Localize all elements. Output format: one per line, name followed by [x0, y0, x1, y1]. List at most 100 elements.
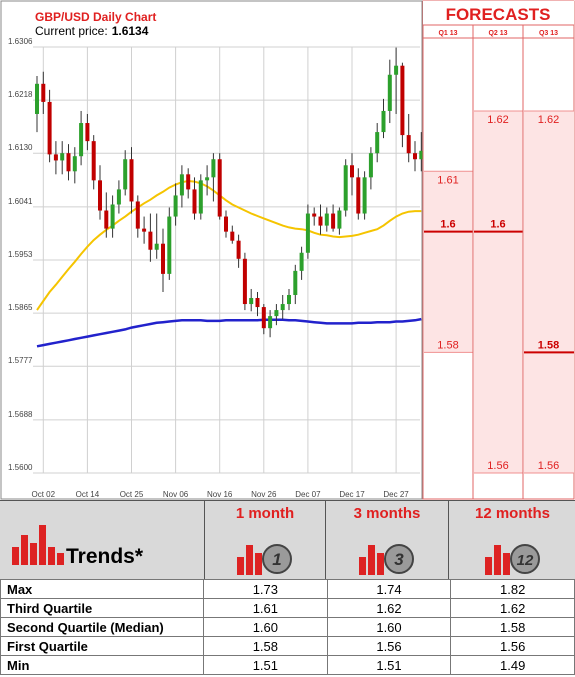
bar-chart-icon	[12, 525, 64, 565]
candle-body	[60, 153, 65, 161]
calendar-1-icon: 1	[237, 544, 292, 575]
svg-text:Current price:1.6134: Current price: 1.6134	[35, 24, 149, 38]
calendar-12-icon: 12	[484, 544, 540, 575]
forecast-columns: Q1 13 1.61 1.6 1.58 Q2 13 1.62 1.6 1.56 Q3 13 1.6…	[423, 25, 574, 499]
candle-body	[261, 307, 266, 329]
forecast-column-label: Q3 13	[539, 30, 558, 37]
row-label: First Quartile	[0, 636, 205, 656]
chart-title: GBP/USD Daily Chart	[35, 10, 156, 24]
x-tick-label: Nov 16	[207, 490, 233, 499]
candle-body	[381, 110, 386, 133]
column-label-12-months: 12 months	[474, 505, 550, 522]
candle-body	[419, 150, 424, 160]
y-tick-label: 1.5688	[8, 410, 33, 419]
candle-body	[98, 180, 102, 211]
y-axis: 1.6306 1.6218 1.6130 1.6041 1.5953 1.5865 1.57…	[8, 37, 33, 472]
table-row: Max 1.73 1.74 1.82	[0, 579, 575, 599]
table-cell: 1.74	[326, 579, 452, 599]
candle-body	[161, 243, 165, 274]
candle-body	[337, 210, 342, 229]
candle-body	[186, 174, 191, 190]
candle-body	[192, 189, 197, 214]
badge-text-1: 1	[272, 550, 281, 569]
column-3-months: 3 months 3	[325, 501, 448, 579]
forecast-column-label: Q2 13	[488, 30, 507, 37]
x-tick-label: Nov 26	[251, 490, 277, 499]
table-cell: 1.56	[450, 636, 575, 656]
table-cell: 1.73	[203, 579, 328, 599]
candle-body	[331, 213, 336, 229]
table-cell: 1.61	[203, 598, 328, 618]
candle-body	[217, 159, 222, 217]
candle-body	[167, 216, 172, 274]
candle-body	[142, 228, 147, 232]
candle-body	[35, 83, 39, 114]
forecasts-title: FORECASTS	[446, 5, 551, 24]
table-row: Min 1.51 1.51 1.49	[0, 655, 575, 675]
candle-body	[123, 159, 128, 190]
candle-body	[305, 213, 310, 253]
badge-text-12: 12	[516, 552, 533, 569]
candle-body	[312, 213, 317, 217]
candle-body	[413, 153, 417, 160]
table-cell: 1.49	[450, 655, 575, 675]
table-cell: 1.58	[450, 617, 575, 637]
candle-body	[249, 298, 254, 305]
calendar-3-icon: 3	[359, 544, 414, 575]
x-tick-label: Nov 06	[163, 490, 189, 499]
row-label: Min	[0, 655, 205, 675]
candle-body	[350, 165, 354, 178]
candle-body	[135, 201, 140, 229]
candle-body	[211, 159, 216, 178]
candle-body	[154, 243, 159, 250]
table-cell: 1.60	[326, 617, 452, 637]
forecast-range-band	[474, 110, 523, 474]
column-1-month: 1 month 1	[204, 501, 325, 579]
candle-body	[368, 153, 373, 178]
candle-body	[280, 304, 285, 311]
candle-body	[198, 180, 203, 214]
table-cell: 1.62	[326, 598, 452, 618]
trends-title-cell: Trends*	[6, 519, 202, 575]
candle-body	[356, 177, 361, 214]
candle-body	[85, 123, 90, 142]
candle-body	[268, 316, 273, 329]
candle-body	[318, 216, 323, 226]
candle-body	[173, 195, 178, 217]
candle-body	[104, 210, 109, 229]
table-cell: 1.51	[203, 655, 328, 675]
candle-body	[205, 177, 210, 181]
candle-body	[230, 231, 235, 241]
trends-table: Max 1.73 1.74 1.82 Third Quartile 1.61 1…	[0, 579, 575, 675]
forecast-median-label: 1.6	[440, 219, 455, 231]
table-row: First Quartile 1.58 1.56 1.56	[0, 636, 575, 656]
table-cell: 1.58	[203, 636, 328, 656]
table-cell: 1.60	[203, 617, 328, 637]
candle-body	[148, 231, 153, 250]
x-tick-label: Oct 14	[76, 490, 100, 499]
column-label-3-months: 3 months	[353, 505, 421, 522]
forecast-median-label: 1.6	[490, 219, 505, 231]
candle-body	[287, 294, 291, 305]
moving-average-short-line	[36, 179, 422, 311]
table-cell: 1.62	[450, 598, 575, 618]
forecast-column-label: Q1 13	[438, 30, 457, 37]
candle-body	[116, 189, 121, 205]
moving-average-long-line	[36, 317, 422, 348]
y-tick-label: 1.6130	[8, 143, 33, 152]
candle-body	[179, 174, 184, 196]
moving-averages	[36, 179, 422, 348]
candles	[35, 47, 424, 338]
y-tick-label: 1.5600	[8, 463, 33, 472]
table-cell: 1.82	[450, 579, 575, 599]
candle-body	[299, 252, 304, 271]
gbpusd-chart: 1.6306 1.6218 1.6130 1.6041 1.5953 1.5865 1.57…	[0, 0, 575, 500]
row-label: Max	[0, 579, 205, 599]
x-tick-label: Dec 07	[295, 490, 321, 499]
y-tick-label: 1.5953	[8, 250, 33, 259]
forecast-max-label: 1.62	[538, 114, 559, 126]
y-tick-label: 1.6041	[8, 197, 33, 206]
candle-body	[394, 65, 399, 75]
current-price-label: Current price:	[35, 24, 108, 38]
forecast-range-band	[524, 110, 574, 474]
